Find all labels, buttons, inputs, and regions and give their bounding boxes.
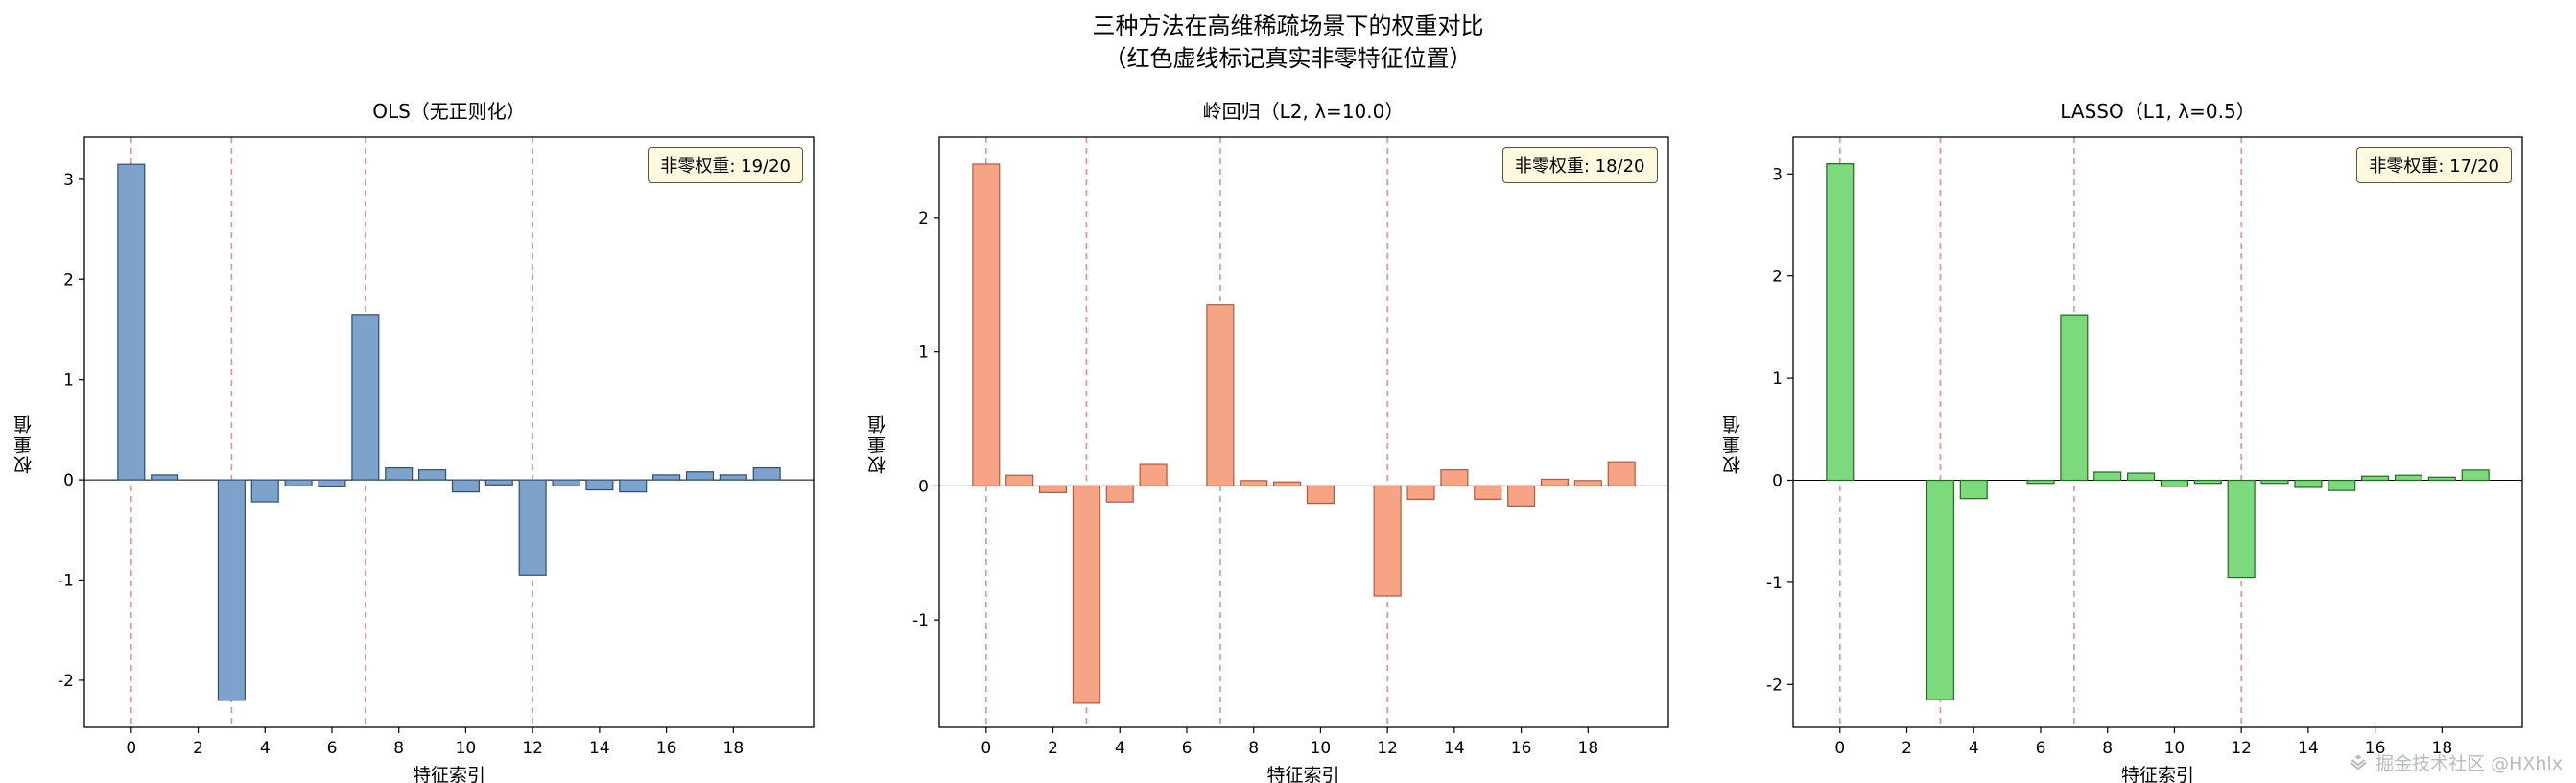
svg-text:4: 4 — [260, 739, 271, 758]
svg-text:1: 1 — [63, 371, 74, 391]
juejin-logo-icon — [2349, 754, 2368, 770]
x-axis-label-lasso: 特征索引 — [2120, 765, 2194, 783]
svg-text:10: 10 — [1310, 739, 1331, 758]
svg-text:4: 4 — [1969, 739, 1979, 758]
svg-text:8: 8 — [2102, 739, 2113, 758]
svg-text:18: 18 — [723, 739, 744, 758]
legend-box-ols: 非零权重: 19/20 — [648, 147, 803, 183]
svg-text:3: 3 — [63, 171, 74, 190]
chart-title-ols: OLS（无正则化） — [372, 100, 526, 123]
svg-text:0: 0 — [918, 477, 929, 496]
svg-text:2: 2 — [918, 209, 929, 228]
chart-ols: OLS（无正则化） 权重值 0 2 4 6 8 10 12 14 16 18 -2 -1 0 1 2 3 非零… — [10, 96, 852, 783]
chart-title-lasso: LASSO（L1, λ=0.5） — [2060, 100, 2256, 123]
svg-text:14: 14 — [1444, 739, 1465, 758]
svg-text:16: 16 — [656, 739, 677, 758]
svg-text:6: 6 — [1181, 739, 1192, 758]
watermark: 掘金技术社区 @HXhlx — [2349, 749, 2563, 775]
svg-text:2: 2 — [193, 739, 203, 758]
svg-text:-1: -1 — [912, 611, 929, 630]
x-axis-label-ols: 特征索引 — [412, 765, 485, 783]
chart-title-ridge: 岭回归（L2, λ=10.0） — [1202, 100, 1405, 123]
svg-text:12: 12 — [2231, 739, 2252, 758]
svg-text:18: 18 — [1577, 739, 1598, 758]
svg-text:-1: -1 — [1766, 574, 1783, 593]
y-axis-label-ols: 权重值 — [12, 414, 35, 474]
svg-text:6: 6 — [327, 739, 338, 758]
svg-text:2: 2 — [1772, 268, 1783, 287]
svg-text:0: 0 — [126, 739, 136, 758]
watermark-text: 掘金技术社区 @HXhlx — [2375, 753, 2563, 774]
svg-text:12: 12 — [522, 739, 543, 758]
svg-text:-1: -1 — [58, 572, 74, 591]
svg-text:-2: -2 — [58, 672, 74, 691]
svg-text:10: 10 — [2164, 739, 2186, 758]
figure-subtitle: （红色虚线标记真实非零特征位置） — [1103, 45, 1473, 72]
legend-box-ridge: 非零权重: 18/20 — [1501, 147, 1658, 183]
y-axis-label-ridge: 权重值 — [867, 414, 888, 474]
svg-text:10: 10 — [456, 739, 477, 758]
svg-text:0: 0 — [981, 739, 991, 758]
y-axis-label-lasso: 权重值 — [1721, 414, 1743, 474]
svg-text:16: 16 — [1510, 739, 1531, 758]
charts-row: OLS（无正则化） 权重值 0 2 4 6 8 10 12 14 16 18 -2 -1 0 1 2 3 非零… — [0, 75, 2576, 783]
chart-ridge: 岭回归（L2, λ=10.0） 权重值 0 2 4 6 8 10 12 14 16 18 -1 0 1 2… — [864, 96, 1707, 783]
svg-text:4: 4 — [1114, 739, 1124, 758]
svg-text:2: 2 — [63, 271, 74, 290]
chart-lasso: LASSO（L1, λ=0.5） 权重值 0 2 4 6 8 10 12 14 16 18 -2 -1… — [1718, 96, 2561, 783]
svg-text:-2: -2 — [1766, 676, 1783, 695]
svg-text:8: 8 — [393, 739, 404, 758]
x-axis-label-ridge: 特征索引 — [1266, 765, 1340, 783]
svg-text:16: 16 — [2365, 739, 2386, 758]
svg-text:3: 3 — [1772, 165, 1783, 184]
svg-text:18: 18 — [2432, 739, 2453, 758]
svg-text:0: 0 — [1834, 739, 1845, 758]
svg-text:6: 6 — [2036, 739, 2046, 758]
svg-text:0: 0 — [1772, 472, 1783, 491]
svg-text:12: 12 — [1377, 739, 1398, 758]
svg-text:1: 1 — [1772, 369, 1783, 389]
svg-text:14: 14 — [589, 739, 610, 758]
svg-text:1: 1 — [918, 344, 929, 363]
svg-text:2: 2 — [1048, 739, 1058, 758]
svg-text:0: 0 — [63, 471, 74, 490]
svg-text:8: 8 — [1248, 739, 1259, 758]
legend-box-lasso: 非零权重: 17/20 — [2356, 147, 2512, 183]
figure-title: 三种方法在高维稀疏场景下的权重对比 — [1092, 12, 1484, 39]
svg-text:2: 2 — [1902, 739, 1912, 758]
svg-text:14: 14 — [2298, 739, 2319, 758]
figure-header: 三种方法在高维稀疏场景下的权重对比 （红色虚线标记真实非零特征位置） — [0, 0, 2576, 75]
